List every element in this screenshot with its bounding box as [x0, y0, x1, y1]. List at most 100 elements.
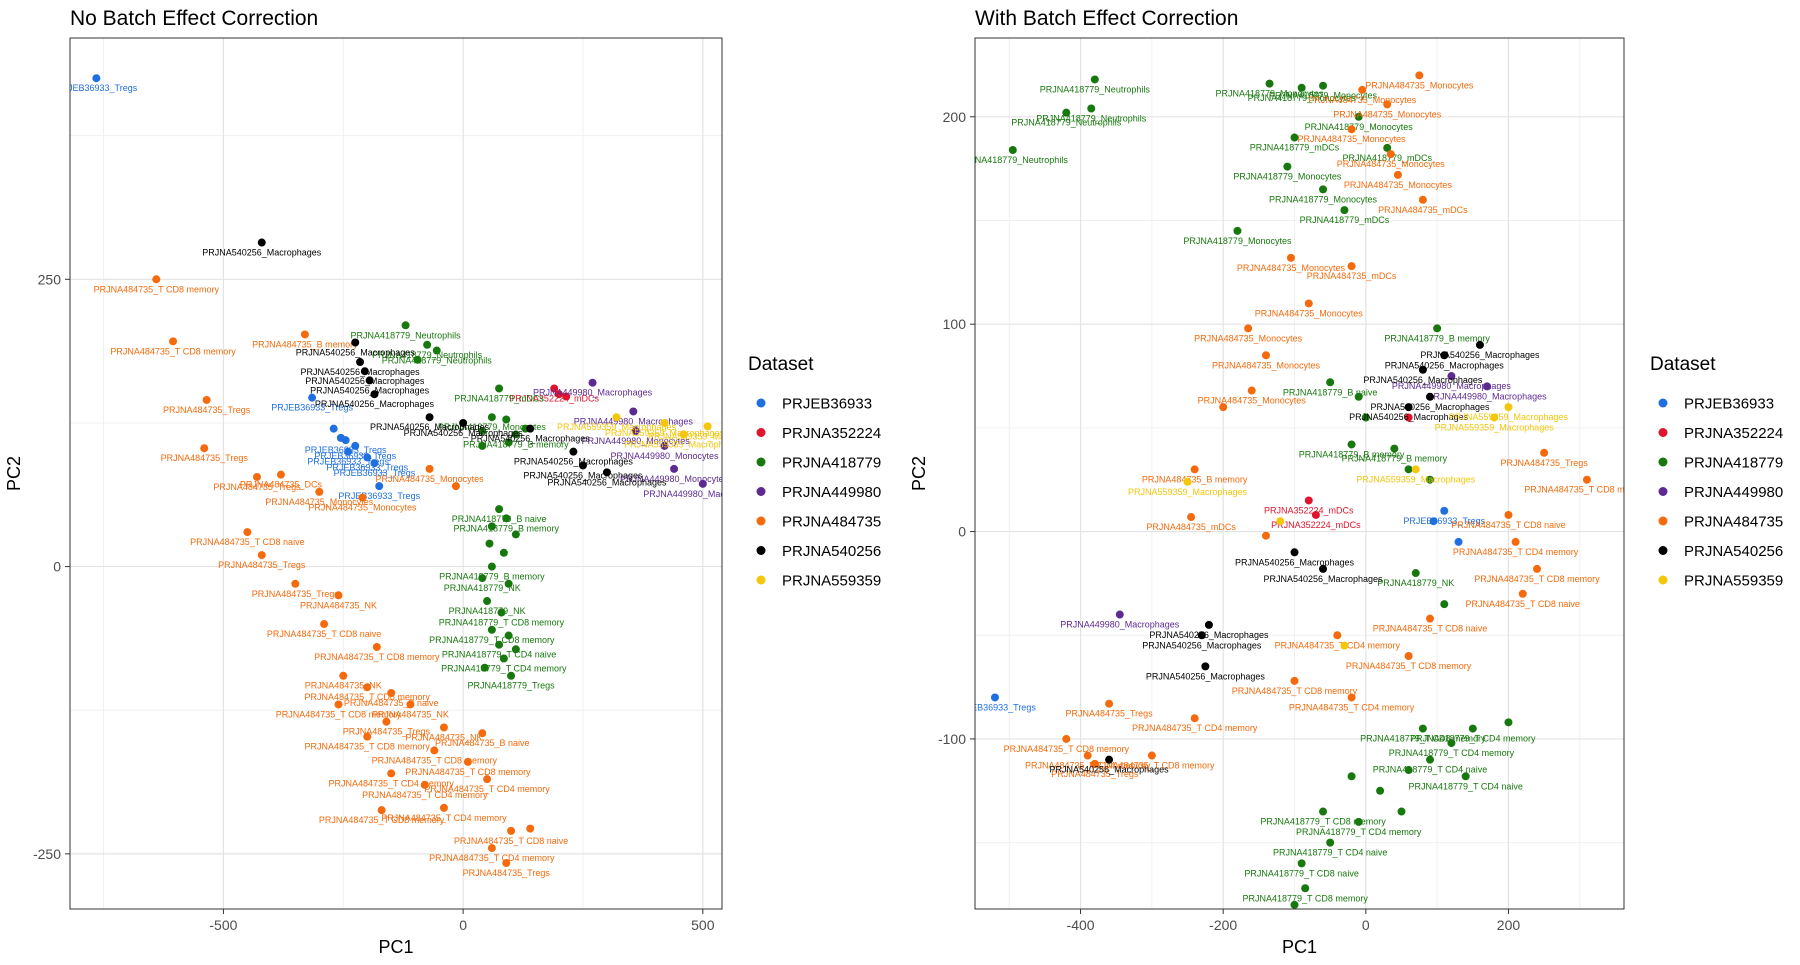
point-label: PRJNA449980_Monocytes — [620, 474, 729, 484]
point-label: PRJNA418779_T CD8 memory — [1260, 817, 1386, 827]
data-point — [483, 597, 492, 606]
data-point — [495, 384, 504, 393]
point-label: PRJNA540256_Macrophages — [1370, 402, 1490, 412]
data-point — [1475, 340, 1484, 349]
point-label: PRJNA418779_T CD4 memory — [441, 664, 567, 674]
point-label: PRJNA540256_Macrophages — [404, 428, 524, 438]
point-label: PRJNA484735_mDCs — [1146, 522, 1236, 532]
x-axis-title: PC1 — [378, 937, 413, 957]
point-label: PRJNA540256_Macrophages — [523, 470, 643, 480]
point-label: PRJNA540256_Macrophages — [301, 367, 421, 377]
point-label: PRJEB36933_Tregs — [271, 403, 353, 413]
point-label: PRJNA418779_T CD4 memory — [1296, 827, 1422, 837]
point-label: PRJNA484735_DCs — [240, 480, 323, 490]
point-label: PRJNA540256_Macrophages — [1146, 671, 1266, 681]
legend-swatch — [756, 428, 766, 437]
data-point — [1147, 751, 1156, 760]
data-point — [478, 729, 487, 738]
y-tick-label: 250 — [38, 271, 62, 287]
data-point — [1532, 564, 1541, 573]
point-label: PRJNA352224_mDCs — [1264, 505, 1354, 515]
point-label: PRJNA418779_B memory — [463, 439, 569, 449]
data-point — [1197, 631, 1206, 640]
legend-label: PRJNA484735 — [782, 514, 881, 531]
point-label: PRJNA484735_Monocytes — [1337, 159, 1446, 169]
data-point — [363, 453, 372, 462]
data-point — [1347, 262, 1356, 271]
data-point — [1233, 226, 1242, 235]
point-label: PRJNA418779_T CD8 memory — [1360, 734, 1486, 744]
data-point — [382, 717, 391, 726]
legend-label: PRJNA418779 — [782, 455, 881, 472]
data-point — [1204, 620, 1213, 629]
data-point — [169, 337, 178, 346]
data-point — [483, 775, 492, 784]
legend-label: PRJEB36933 — [782, 396, 872, 413]
data-point — [401, 321, 410, 330]
x-tick-label: 0 — [1362, 917, 1370, 933]
data-point — [1504, 718, 1513, 727]
data-point — [152, 275, 161, 284]
data-point — [1183, 477, 1192, 486]
data-point — [320, 620, 329, 629]
point-label: PRJNA449980_Macrophages — [1392, 381, 1512, 391]
data-point — [363, 732, 372, 741]
point-label: PRJNA418779_T CD4 memory — [1410, 734, 1536, 744]
point-label: PRJNA559359_Macrophages — [1128, 487, 1248, 497]
point-label: PRJNA484735_Tregs — [1051, 769, 1139, 779]
data-point — [1468, 724, 1477, 733]
point-label: PRJEB36933_Tregs — [1403, 516, 1485, 526]
plot-area — [975, 38, 1624, 909]
data-point — [1490, 413, 1499, 422]
point-label: PRJNA540256_Macrophages — [1363, 375, 1483, 385]
legend: Dataset PRJEB36933 PRJNA352224 PRJNA418779 P… — [1650, 354, 1783, 590]
data-point — [308, 393, 317, 402]
point-label: PRJNA484735_T CD8 memory — [305, 692, 431, 702]
data-point — [1354, 112, 1363, 121]
data-point — [439, 803, 448, 812]
point-label: PRJNA484735_T CD4 memory — [429, 853, 555, 863]
data-point — [660, 418, 669, 427]
data-point — [1261, 351, 1270, 360]
point-label: PRJNA559359_Macrophages — [1449, 412, 1569, 422]
data-point — [1404, 413, 1413, 422]
point-label: PRJNA484735_T CD8 naive — [267, 629, 381, 639]
data-point — [990, 693, 999, 702]
point-label: PRJNA418779_Neutrophils — [1011, 118, 1122, 128]
data-point — [487, 522, 496, 531]
point-label: PRJNA484735_T CD8 memory — [314, 652, 440, 662]
data-point — [1418, 724, 1427, 733]
point-label: PRJNA559359_Macrophages — [624, 439, 744, 449]
data-point — [356, 358, 365, 367]
data-point — [370, 459, 379, 468]
data-point — [1276, 517, 1285, 526]
legend-swatch — [756, 575, 766, 585]
data-point — [425, 464, 434, 473]
data-point — [1297, 83, 1306, 92]
point-label: PRJNA418779_B memory — [439, 572, 545, 582]
point-label: PRJEB36933_Tregs — [338, 491, 420, 501]
data-point — [1326, 378, 1335, 387]
data-point — [1504, 510, 1513, 519]
point-label: PRJNA484735_B naive — [344, 698, 439, 708]
legend-swatch — [1658, 546, 1668, 555]
point-label: PRJNA484735_T CD8 memory — [1232, 686, 1358, 696]
data-point — [487, 625, 496, 634]
point-label: PRJNA484735_T CD8 naive — [1373, 624, 1487, 634]
point-label: PRJNA484735_Tregs — [1065, 709, 1153, 719]
data-point — [1404, 651, 1413, 660]
data-point — [344, 447, 353, 456]
legend-swatch — [756, 398, 766, 408]
point-label: PRJNA352224_mDCs — [509, 393, 599, 403]
data-point — [1393, 170, 1402, 179]
plot-area — [70, 38, 722, 909]
point-label: PRJNA352224_mDCs — [1271, 520, 1361, 530]
data-point — [406, 700, 415, 709]
data-point — [1105, 755, 1114, 764]
point-label: PRJNA484735_Tregs — [252, 589, 340, 599]
point-label: PRJNA484735_T CD4 memory — [1132, 723, 1258, 733]
point-label: PRJNA484735_T CD4 memory — [381, 813, 507, 823]
point-label: PRJNA484735_Tregs — [163, 405, 251, 415]
point-label: PRJNA540256_Macrophages — [1263, 574, 1383, 584]
